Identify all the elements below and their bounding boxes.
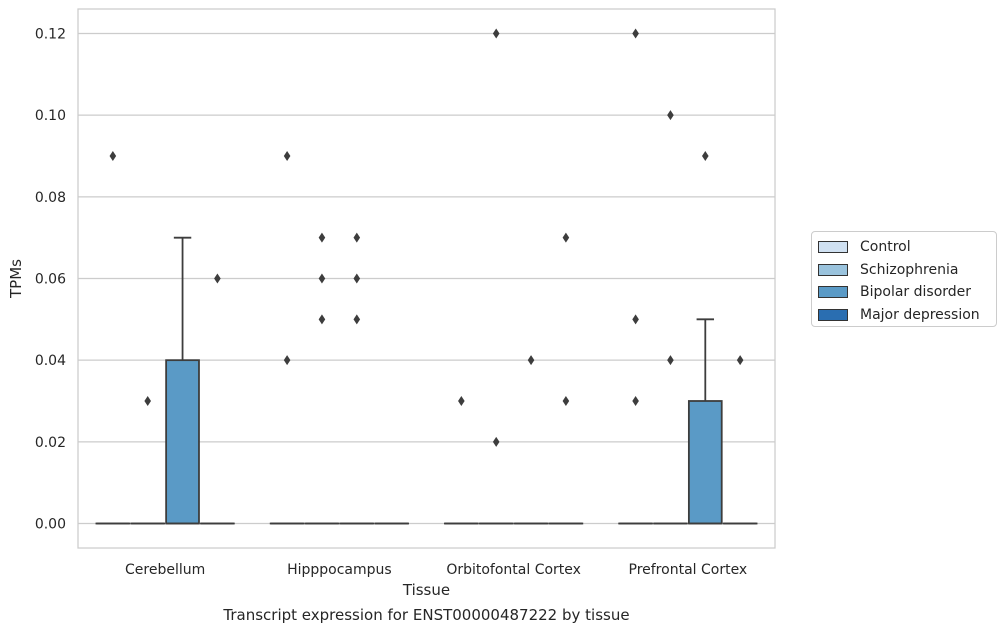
- legend-swatch-major-depression: [818, 308, 848, 321]
- box-marks: [95, 28, 758, 525]
- outlier-point: [736, 355, 744, 366]
- y-tick-label: 0.08: [35, 190, 66, 206]
- legend-label-major-depression: Major depression: [860, 306, 980, 323]
- y-tick-label: 0.10: [35, 108, 66, 124]
- x-tick-label: Cerebellum: [125, 562, 205, 578]
- box-group: [339, 232, 375, 525]
- box-group: [653, 110, 688, 525]
- outlier-point: [353, 314, 361, 325]
- outlier-point: [632, 28, 639, 39]
- box-group: [165, 236, 200, 525]
- outlier-point: [492, 28, 500, 39]
- outlier-point: [283, 151, 291, 161]
- x-tick-label: Prefrontal Cortex: [629, 562, 748, 578]
- y-tick-labels: 0.00 0.02 0.04 0.06 0.08 0.10 0.12: [35, 27, 66, 533]
- y-tick-label: 0.06: [35, 272, 66, 288]
- legend-item-bipolar-disorder: Bipolar disorder: [818, 281, 990, 304]
- box-group: [478, 28, 514, 525]
- outlier-point: [353, 273, 361, 284]
- outlier-point: [527, 355, 535, 366]
- legend-label-control: Control: [860, 239, 911, 256]
- y-axis-title: TPMs: [7, 259, 25, 299]
- x-tick-labels: Cerebellum Hipppocampus Orbitofontal Corte…: [125, 562, 747, 578]
- outlier-point: [562, 232, 570, 243]
- box-group: [618, 28, 653, 525]
- legend-item-major-depression: Major depression: [818, 304, 990, 327]
- legend-label-bipolar-disorder: Bipolar disorder: [860, 284, 972, 301]
- legend-swatch-schizophrenia: [818, 263, 848, 276]
- y-tick-label: 0.00: [35, 517, 66, 533]
- outlier-point: [458, 396, 465, 406]
- outlier-point: [702, 151, 709, 161]
- plot-area-frame: [77, 8, 776, 549]
- outlier-point: [318, 314, 326, 325]
- y-tick-label: 0.02: [35, 435, 66, 451]
- outlier-point: [562, 396, 570, 406]
- box-body: [165, 359, 200, 525]
- outlier-point: [109, 151, 117, 161]
- chart-caption: Transcript expression for ENST0000048722…: [223, 606, 630, 624]
- box-group: [687, 151, 723, 525]
- y-tick-label: 0.12: [35, 27, 66, 43]
- box-group: [548, 232, 584, 525]
- outlier-point: [492, 436, 500, 447]
- legend: Control Schizophrenia Bipolar disorder M…: [811, 231, 997, 327]
- outlier-point: [667, 355, 674, 366]
- legend-swatch-control: [818, 241, 848, 254]
- outlier-point: [214, 273, 221, 284]
- box-group: [304, 232, 340, 525]
- x-axis-title: Tissue: [402, 581, 450, 599]
- outlier-point: [632, 314, 639, 325]
- box-group: [722, 355, 758, 525]
- legend-item-control: Control: [818, 236, 990, 259]
- legend-label-schizophrenia: Schizophrenia: [860, 261, 959, 278]
- outlier-point: [353, 232, 361, 243]
- y-tick-label: 0.04: [35, 353, 66, 369]
- outlier-point: [144, 396, 151, 406]
- x-tick-label: Orbitofontal Cortex: [446, 562, 581, 578]
- box-group: [130, 396, 166, 525]
- outlier-point: [318, 273, 326, 284]
- outlier-point: [632, 396, 639, 406]
- outlier-point: [318, 232, 326, 243]
- legend-swatch-bipolar-disorder: [818, 286, 848, 299]
- box-group: [444, 396, 479, 525]
- legend-item-schizophrenia: Schizophrenia: [818, 259, 990, 282]
- outlier-point: [283, 355, 291, 366]
- box-group: [200, 273, 235, 525]
- box-group: [95, 151, 131, 525]
- box-group: [513, 355, 549, 525]
- x-tick-label: Hipppocampus: [287, 562, 392, 578]
- outlier-point: [667, 110, 674, 121]
- box-body: [687, 400, 723, 525]
- box-group: [269, 151, 305, 525]
